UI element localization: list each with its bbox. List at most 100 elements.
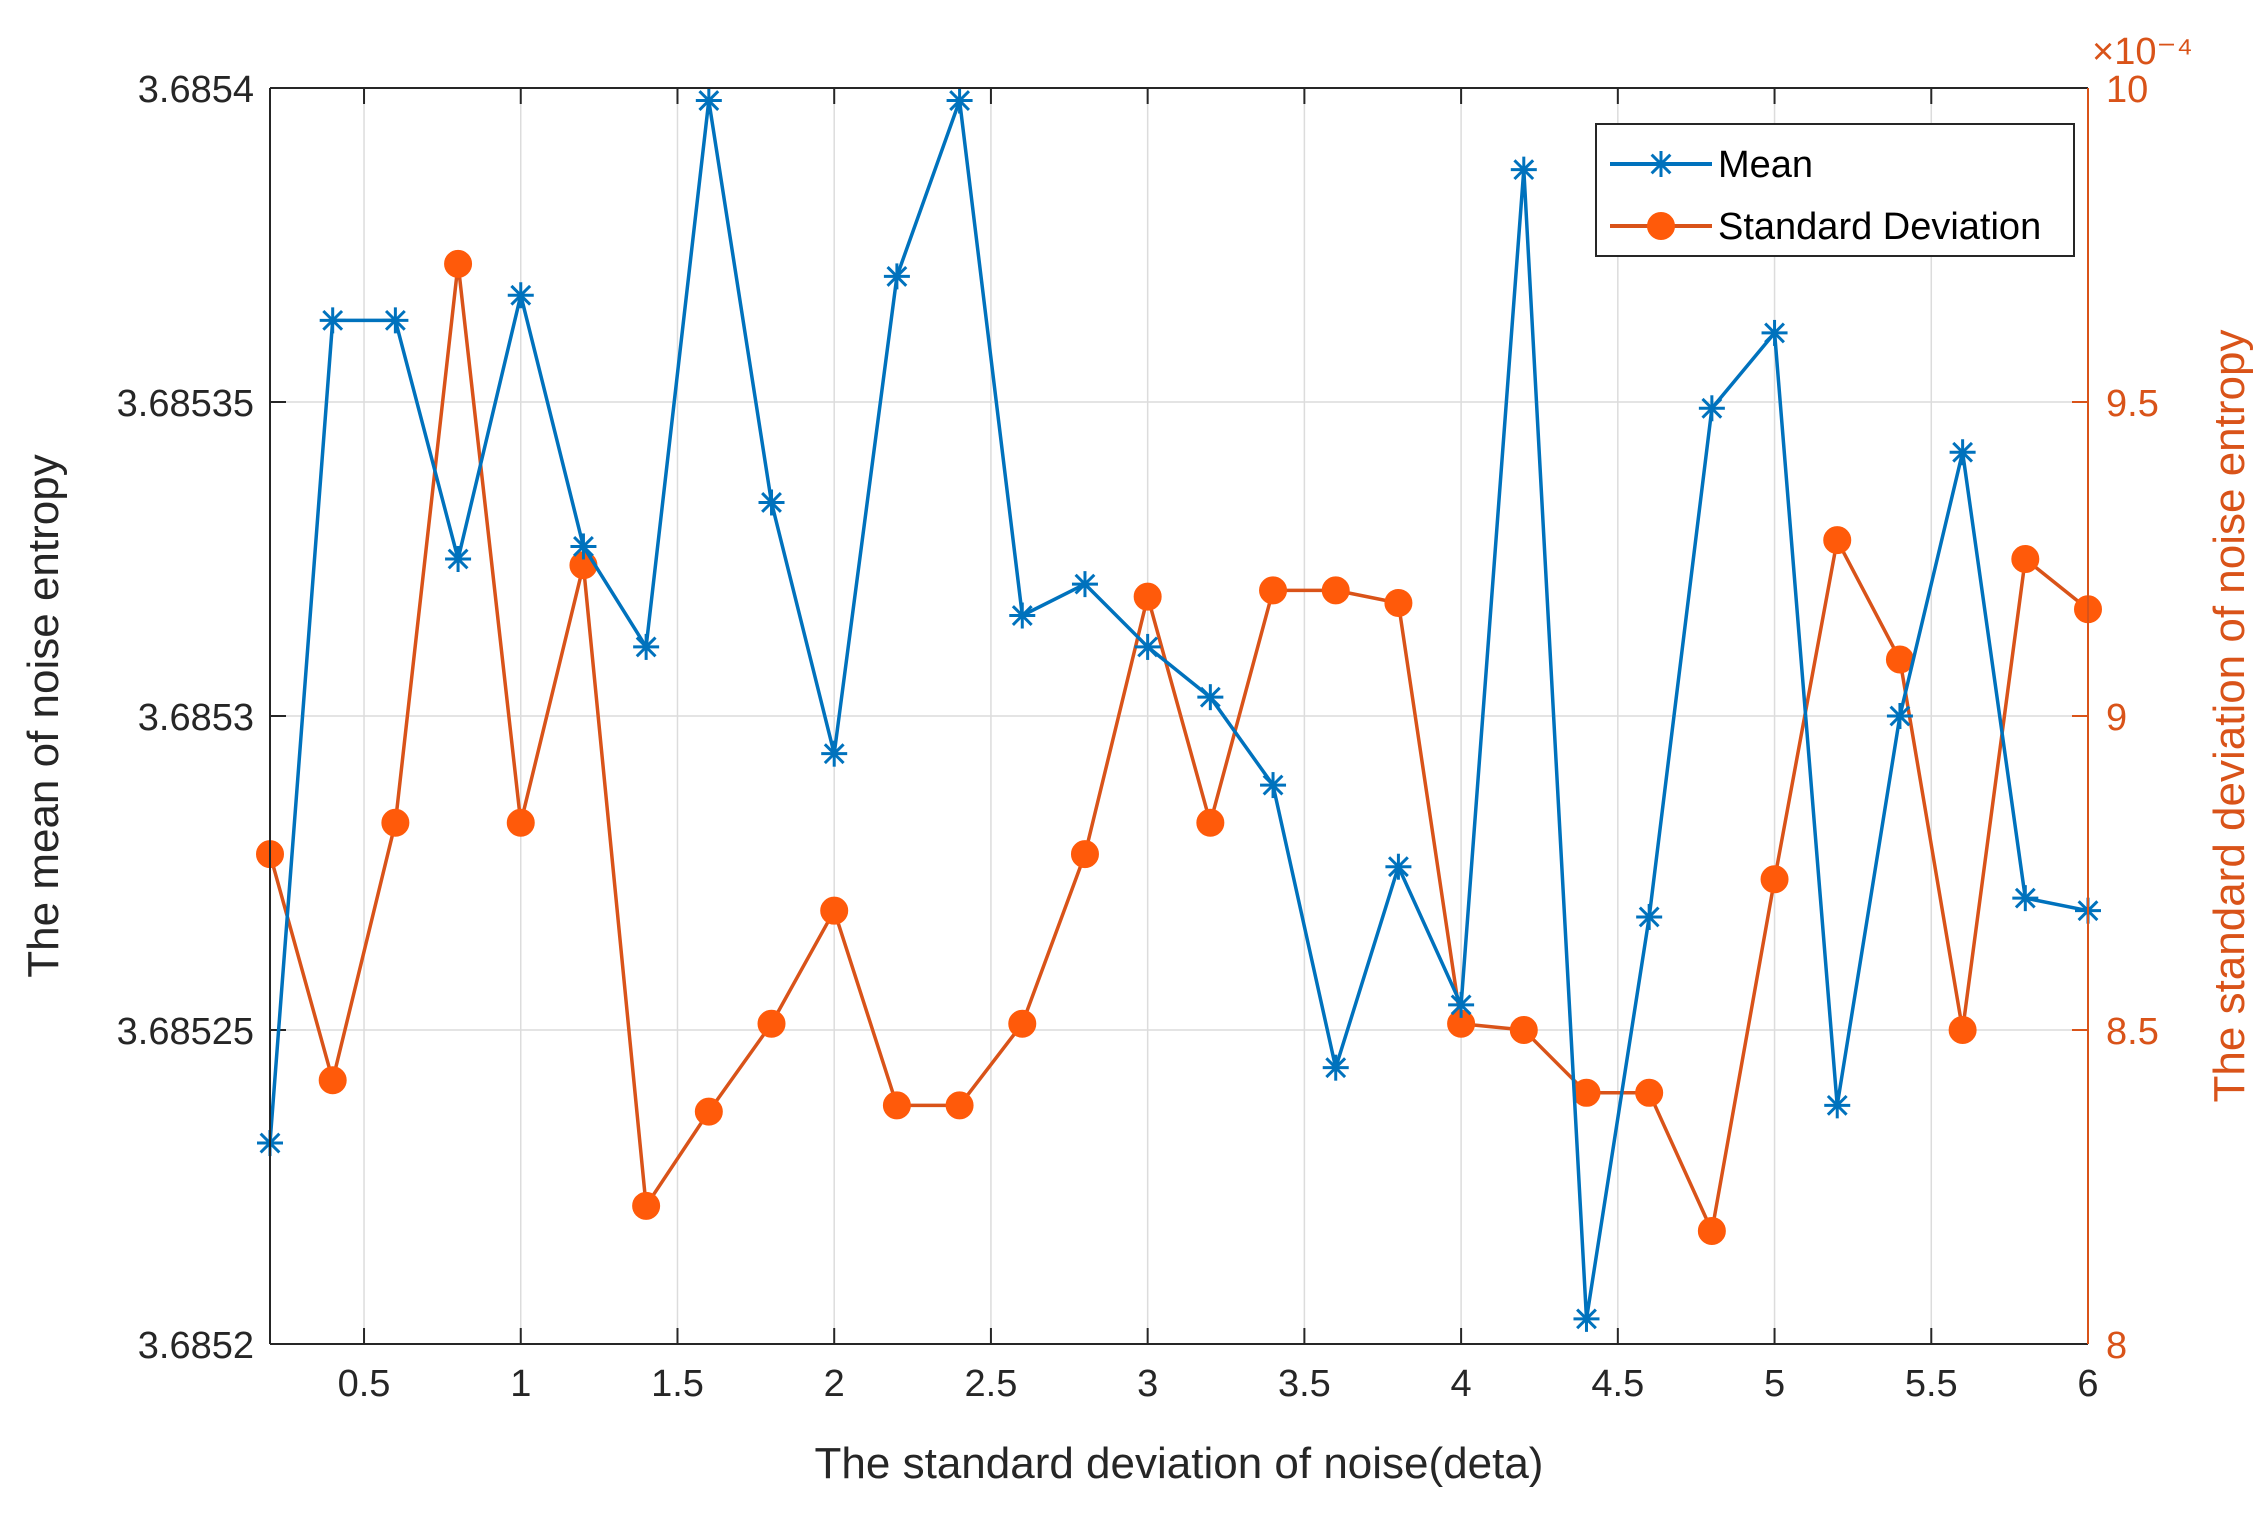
standard-deviation-point bbox=[882, 1091, 911, 1120]
x-tick-label: 4.5 bbox=[1591, 1363, 1644, 1405]
standard-deviation-point bbox=[1070, 840, 1099, 869]
legend-item-mean: Mean bbox=[1610, 144, 1813, 186]
mean-point bbox=[570, 533, 597, 560]
mean-point bbox=[445, 546, 472, 572]
x-tick-label: 4 bbox=[1451, 1363, 1472, 1405]
left-y-tick-label: 3.68525 bbox=[117, 1011, 254, 1053]
x-tick-label: 3 bbox=[1137, 1363, 1158, 1405]
asterisk-stroke bbox=[1011, 605, 1033, 626]
left-y-tick-label: 3.68535 bbox=[117, 383, 254, 425]
standard-deviation-point bbox=[1321, 576, 1350, 605]
standard-deviation-point bbox=[444, 249, 473, 278]
standard-deviation-point bbox=[1948, 1016, 1977, 1044]
standard-deviation-point bbox=[1760, 865, 1789, 894]
left-y-axis-ticks: 3.6852 3.68525 3.6853 3.68535 3.6854 bbox=[117, 69, 286, 1367]
x-tick-label: 5.5 bbox=[1905, 1363, 1958, 1405]
mean-point bbox=[1134, 633, 1161, 660]
asterisk-stroke bbox=[1952, 441, 1974, 463]
asterisk-stroke bbox=[1199, 686, 1221, 708]
left-y-axis-title: The mean of noise entropy bbox=[19, 454, 68, 977]
mean-point bbox=[883, 263, 910, 290]
x-tick-label: 0.5 bbox=[338, 1363, 391, 1405]
x-tick-label: 1.5 bbox=[651, 1363, 704, 1405]
standard-deviation-point bbox=[1384, 588, 1413, 617]
series-mean bbox=[257, 87, 2101, 1332]
standard-deviation-point bbox=[1509, 1016, 1538, 1044]
right-y-tick-label: 9.5 bbox=[2106, 383, 2159, 425]
standard-deviation-point bbox=[757, 1009, 786, 1038]
standard-deviation-point bbox=[694, 1097, 723, 1126]
standard-deviation-point bbox=[1196, 808, 1225, 837]
mean-point bbox=[1197, 684, 1224, 711]
mean-point bbox=[946, 87, 973, 114]
asterisk-stroke bbox=[823, 743, 845, 765]
asterisk-stroke bbox=[1513, 159, 1535, 181]
legend-std-label: Standard Deviation bbox=[1718, 206, 2041, 248]
asterisk-stroke bbox=[1638, 906, 1660, 928]
asterisk-stroke bbox=[447, 548, 469, 570]
right-y-axis-exponent: ×10⁻⁴ bbox=[2092, 31, 2193, 73]
mean-point bbox=[1886, 703, 1913, 729]
asterisk-stroke bbox=[573, 536, 594, 557]
standard-deviation-line bbox=[268, 262, 2090, 1233]
left-y-tick-label: 3.6853 bbox=[138, 697, 254, 739]
right-y-tick-label: 8.5 bbox=[2106, 1011, 2159, 1053]
asterisk-stroke bbox=[761, 492, 782, 513]
x-tick-label: 6 bbox=[2077, 1363, 2098, 1405]
mean-point bbox=[319, 307, 346, 334]
asterisk-stroke bbox=[1450, 994, 1472, 1016]
mean-point bbox=[1322, 1054, 1349, 1081]
mean-point bbox=[1698, 395, 1725, 422]
asterisk-stroke bbox=[1826, 1094, 1848, 1116]
asterisk-stroke bbox=[635, 636, 657, 658]
right-y-axis-ticks: 8 8.5 9 9.5 10 bbox=[2072, 69, 2159, 1367]
legend-box bbox=[1595, 123, 2075, 257]
standard-deviation-point bbox=[1697, 1216, 1726, 1245]
x-tick-label: 2 bbox=[824, 1363, 845, 1405]
asterisk-stroke bbox=[886, 265, 908, 287]
mean-point bbox=[1636, 903, 1663, 930]
legend-asterisk bbox=[1648, 151, 1674, 177]
mean-point bbox=[1824, 1092, 1851, 1119]
standard-deviation-point bbox=[820, 896, 849, 925]
standard-deviation-point bbox=[1008, 1009, 1037, 1038]
legend-mean-marker bbox=[1648, 151, 1674, 177]
asterisk-stroke bbox=[1889, 705, 1911, 727]
mean-point bbox=[2012, 885, 2039, 912]
mean-point bbox=[1071, 571, 1098, 598]
x-tick-label: 1 bbox=[510, 1363, 531, 1405]
legend-item-standard-deviation: Standard Deviation bbox=[1610, 206, 2041, 248]
legend: Mean Standard Deviation bbox=[1595, 123, 2075, 257]
mean-point bbox=[1260, 772, 1287, 799]
asterisk-stroke bbox=[510, 284, 532, 306]
asterisk-stroke bbox=[1262, 774, 1284, 796]
x-axis-title: The standard deviation of noise(deta) bbox=[815, 1439, 1544, 1488]
x-tick-label: 2.5 bbox=[965, 1363, 1018, 1405]
legend-std-marker bbox=[1647, 212, 1675, 240]
asterisk-stroke bbox=[1387, 856, 1409, 878]
mean-point bbox=[1448, 991, 1475, 1018]
right-y-axis-title: The standard deviation of noise entropy bbox=[2205, 330, 2254, 1103]
right-y-tick-label: 10 bbox=[2106, 69, 2148, 111]
x-tick-label: 5 bbox=[1764, 1363, 1785, 1405]
asterisk-stroke bbox=[1764, 322, 1785, 344]
standard-deviation-point bbox=[1259, 576, 1288, 605]
standard-deviation-point bbox=[2011, 545, 2040, 573]
standard-deviation-point bbox=[1885, 645, 1914, 674]
asterisk-stroke bbox=[1576, 1308, 1597, 1330]
asterisk-stroke bbox=[322, 309, 344, 331]
right-y-tick-label: 8 bbox=[2106, 1325, 2127, 1367]
legend-mean-label: Mean bbox=[1718, 144, 1813, 186]
mean-point bbox=[1009, 602, 1036, 629]
mean-point bbox=[1949, 439, 1976, 466]
mean-point bbox=[758, 489, 785, 516]
standard-deviation-point bbox=[506, 808, 535, 837]
standard-deviation-point bbox=[1823, 526, 1852, 555]
mean-point bbox=[1761, 319, 1788, 346]
asterisk-stroke bbox=[698, 90, 720, 111]
asterisk-stroke bbox=[1701, 397, 1723, 419]
mean-point bbox=[382, 307, 409, 334]
asterisk-stroke bbox=[384, 309, 406, 331]
x-axis-ticks: 0.5 1 1.5 2 2.5 3 3.5 4 4.5 5 5.5 6 bbox=[338, 88, 2099, 1405]
